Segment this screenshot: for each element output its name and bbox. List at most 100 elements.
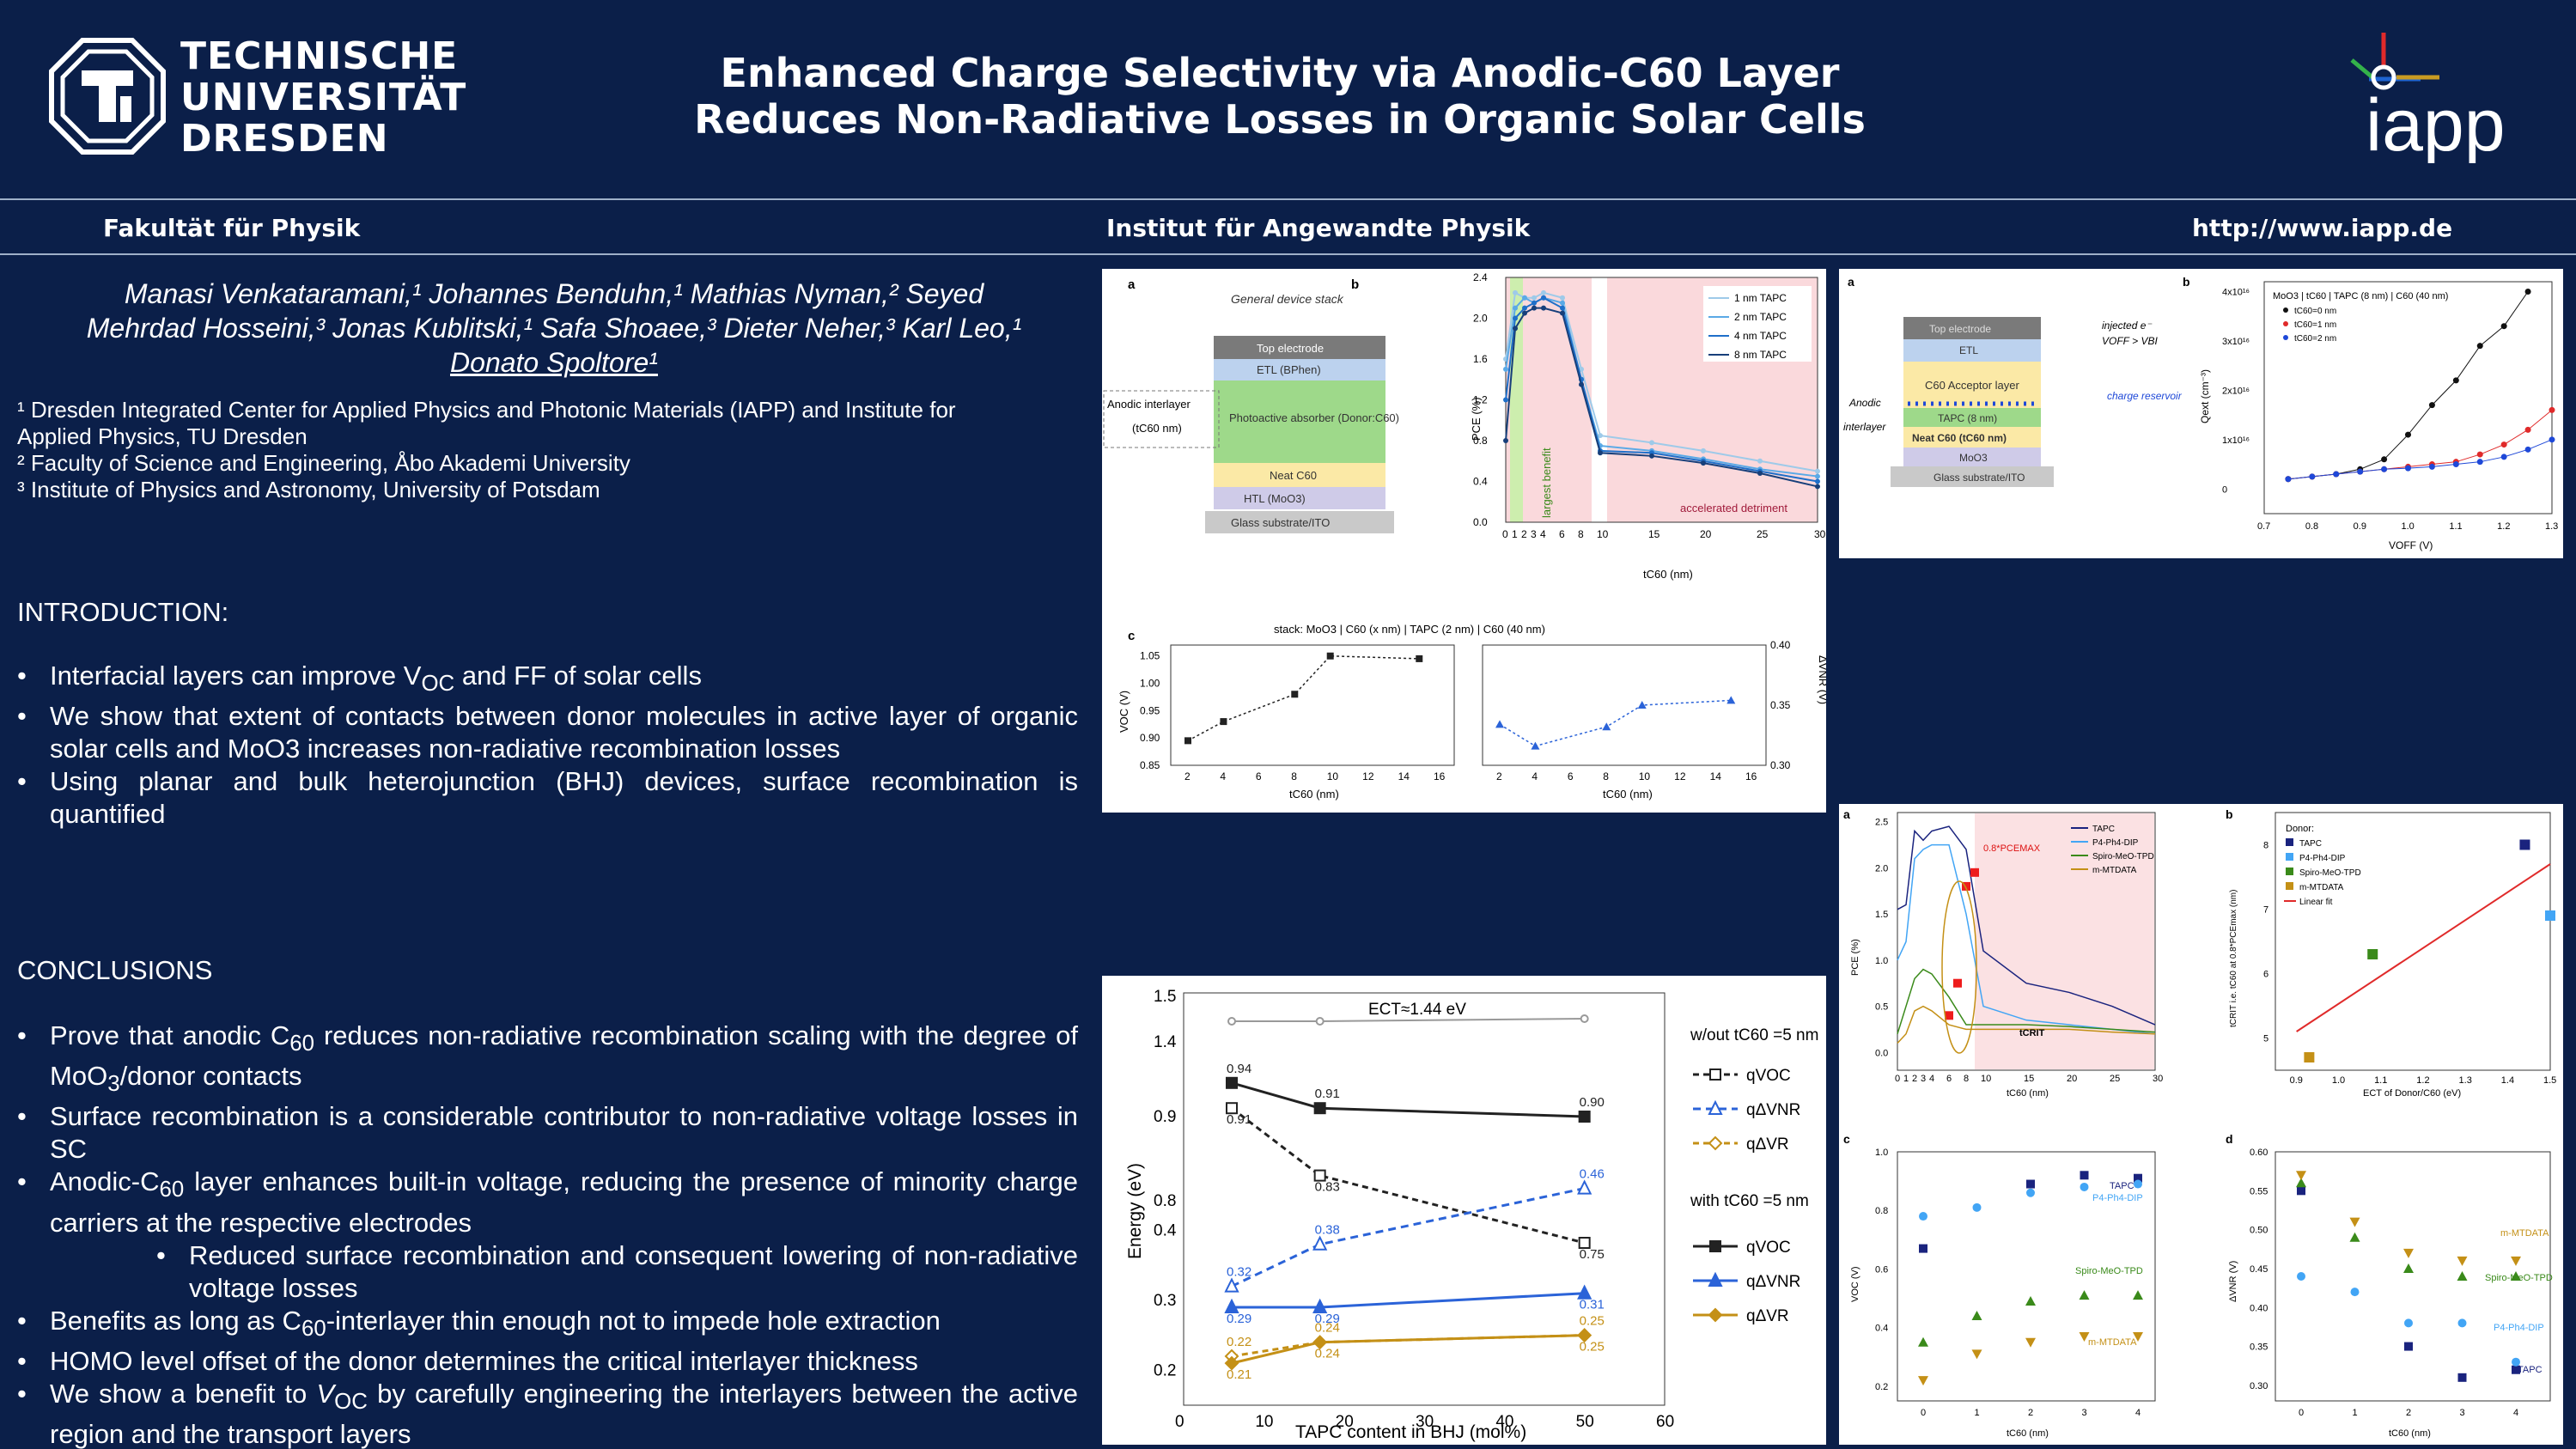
energy-plot-frame <box>1183 992 1666 1406</box>
stack-layer: ETL <box>1959 344 1978 356</box>
x-tick-label: 4 <box>2513 1408 2518 1418</box>
university-name: TECHNISCHE UNIVERSITÄT DRESDEN <box>180 36 466 160</box>
energy-point <box>1578 1111 1591 1123</box>
voff-label: VOFF > VBI <box>2102 335 2158 347</box>
series-label: P4-Ph4-DIP <box>2092 1193 2143 1203</box>
qext-point <box>2309 473 2316 480</box>
scatter-point <box>2296 1171 2306 1181</box>
legend-entry: P4-Ph4-DIP <box>2092 838 2139 848</box>
energy-line <box>1232 1292 1585 1309</box>
sub-header: Fakultät für Physik Institut für Angewan… <box>0 200 2576 253</box>
x-tick-label: 3 <box>2460 1408 2465 1418</box>
ect-label: ECT≈1.44 eV <box>1368 1001 1466 1019</box>
qext-point <box>2357 468 2364 475</box>
x-tick-label: 3 <box>1921 1074 1926 1084</box>
affiliations: ¹ Dresden Integrated Center for Applied … <box>17 397 1091 503</box>
data-label: 0.91 <box>1315 1087 1340 1101</box>
legend-entry: tC60=2 nm <box>2294 334 2336 344</box>
energy-point <box>1224 1298 1239 1313</box>
reservoir-label: charge reservoir <box>2107 390 2183 402</box>
energy-point <box>1577 1284 1592 1300</box>
fig4d-ylabel: ΔVNR (V) <box>2228 1261 2238 1302</box>
fig4a-xlabel: tC60 (nm) <box>2007 1088 2049 1099</box>
energy-point <box>1226 1076 1238 1089</box>
title-line-1: Enhanced Charge Selectivity via Anodic-C… <box>720 50 1840 96</box>
pce-point <box>1513 305 1518 311</box>
qext-plot-frame <box>2263 281 2553 514</box>
dvnr-point <box>1637 701 1647 709</box>
y-tick-label: 0.55 <box>2250 1186 2268 1196</box>
fig4a-ylabel: PCE (%) <box>1850 939 1860 976</box>
pce-point <box>1522 305 1527 311</box>
qext-point <box>2549 436 2555 443</box>
pce-xlabel: tC60 (nm) <box>1643 568 1693 581</box>
pce-point <box>1532 300 1537 306</box>
injected-label: injected e⁻ <box>2102 320 2153 332</box>
iapp-logo-text: iapp <box>2366 84 2506 163</box>
x-tick-label: 2 <box>1912 1074 1917 1084</box>
scatter-point <box>1919 1244 1927 1253</box>
dvnr-point <box>1531 741 1540 750</box>
y-tick-label: 0.35 <box>2250 1342 2268 1353</box>
x-tick-label: 10 <box>1255 1413 1273 1431</box>
pce-point <box>1513 326 1518 332</box>
series-label: TAPC <box>2110 1181 2134 1191</box>
fig4c-frame <box>1897 1151 2156 1402</box>
scatter-point <box>2134 1173 2142 1183</box>
y-tick-label: 1.05 <box>1140 650 1160 662</box>
pce-point <box>1560 300 1565 306</box>
affiliation-line: ¹ Dresden Integrated Center for Applied … <box>17 397 956 423</box>
fig4b-ylabel: tCRIT i.e. tC60 at 0.8*PCEmax (nm) <box>2229 890 2238 1027</box>
x-tick-label: 1 <box>2353 1408 2358 1418</box>
x-tick-label: 30 <box>2153 1074 2163 1084</box>
data-label: 0.32 <box>1227 1265 1251 1280</box>
x-tick-label: 1 <box>1903 1074 1909 1084</box>
legend-entry: m-MTDATA <box>2092 866 2137 875</box>
legend-entry: tC60=1 nm <box>2294 320 2336 330</box>
data-label: 0.91 <box>1227 1112 1251 1127</box>
y-tick-label: 1.0 <box>1875 956 1888 966</box>
x-tick-label: 0 <box>2299 1408 2304 1418</box>
stack-layer: Glass substrate/ITO <box>1231 516 1330 529</box>
scatter-point <box>2512 1357 2520 1367</box>
pce-series <box>1503 289 1820 490</box>
x-tick-label: 0 <box>1921 1408 1926 1418</box>
legend-entry: 2 nm TAPC <box>1734 311 1787 323</box>
x-tick-label: 1.2 <box>2497 521 2510 532</box>
scatter-point <box>2297 1186 2305 1196</box>
header-divider <box>0 198 2576 200</box>
pce-ylabel: PCE (%) <box>1470 397 1483 441</box>
y-tick-label: 0.30 <box>2250 1381 2268 1391</box>
y-tick-label: 0.60 <box>2250 1148 2268 1158</box>
y-tick-label: 0.4 <box>1473 476 1488 488</box>
x-tick-label: 20 <box>1336 1413 1354 1431</box>
scatter-point <box>2349 1217 2360 1227</box>
stack-layer: Top electrode <box>1257 342 1324 355</box>
energy-xlabel: TAPC content in BHJ (mol%) <box>1295 1422 1526 1442</box>
legend-marker <box>1709 1240 1721 1252</box>
x-tick-label: 16 <box>1434 770 1446 782</box>
scatter-point <box>2025 1296 2036 1306</box>
legend-entry: TAPC <box>2092 825 2115 834</box>
pce-point <box>1532 305 1537 311</box>
figure-4-panel: a b c d 0 1 2 3 4 6 8 10 15 20 25 30 0.0 0.5 1.0 1.5 2.0… <box>1839 804 2563 1445</box>
x-tick-label: 1 <box>1975 1408 1980 1418</box>
dvnr-point <box>1726 696 1736 704</box>
x-tick-label: 3 <box>2082 1408 2087 1418</box>
pce-line <box>1897 1005 2156 1044</box>
website-link[interactable]: http://www.iapp.de <box>2192 214 2453 242</box>
conclusion-bullet-4: Benefits as long as C60-interlayer thin … <box>17 1305 1078 1345</box>
fig2-label-a: a <box>1848 275 1854 289</box>
y-tick-label: 0.90 <box>1140 732 1160 744</box>
scatter-point <box>2457 1318 2467 1328</box>
scatter-point <box>2080 1171 2089 1180</box>
energy-line <box>1231 1334 1585 1365</box>
scatter-point <box>2133 1331 2143 1342</box>
y-tick-label: 2x10¹⁶ <box>2222 386 2250 396</box>
pce-point <box>1513 289 1518 295</box>
authors-line-1: Manasi Venkataramani,¹ Johannes Benduhn,… <box>124 278 984 309</box>
linear-fit-line <box>2296 863 2551 1032</box>
x-tick-label: 1.3 <box>2459 1075 2472 1086</box>
tcrit-ellipse <box>1941 880 1977 1054</box>
x-tick-label: 1.0 <box>2332 1075 2345 1086</box>
